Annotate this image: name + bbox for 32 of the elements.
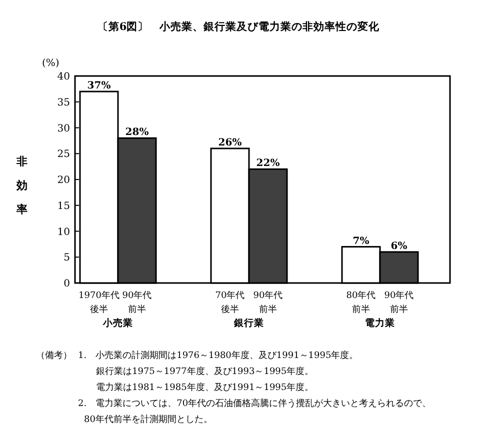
data-label: 22% [256,158,280,170]
y-tick-label: 10 [57,226,70,238]
data-label: 37% [87,80,112,92]
text: 電力業は1981～1985年度、及び1991～1995年度。 [96,382,314,393]
data-label: 6% [390,240,408,252]
y-tick-label: 25 [57,149,70,160]
x-tick-label: 80年代前半 [346,290,376,315]
x-tick-label: 90年代前半 [384,290,414,315]
text: 1. 小売業の計測期間は1976～1980年度、及び1991～1995年度。 [78,350,358,361]
text: 銀行業 [233,317,264,329]
data-label: 7% [352,236,370,247]
y-tick-label: 20 [57,175,70,186]
y-tick-label: 15 [57,200,70,212]
y-tick-label: 40 [57,72,70,82]
data-label: 28% [125,127,150,138]
y-axis-title: 非効率 [16,155,28,216]
x-tick-label: 1970年代後半 [78,290,120,315]
data-label: 26% [218,137,242,148]
y-tick-label: 5 [64,252,70,264]
text: 小売業 [102,317,133,329]
x-tick-label: 90年代前半 [253,290,283,315]
x-tick-label: 90年代前半 [122,290,152,315]
text: (%) [42,58,60,69]
text: 電力業 [365,317,395,329]
y-tick-label: 35 [57,97,70,108]
chart-title: 〔第6図〕 小売業、銀行業及び電力業の非効率性の変化 [97,20,381,33]
text: 銀行業は1975～1977年度、及び1993～1995年度。 [96,366,314,377]
y-tick-label: 30 [57,123,70,134]
y-tick-label: 0 [64,278,70,290]
text: 2. 電力業については、70年代の石油価格高騰に伴う攪乱が大きいと考えられるので、80年代前半を計測期間とした。 [78,398,432,425]
text: （備考） [36,350,72,361]
x-tick-label: 70年代後半 [215,290,245,315]
